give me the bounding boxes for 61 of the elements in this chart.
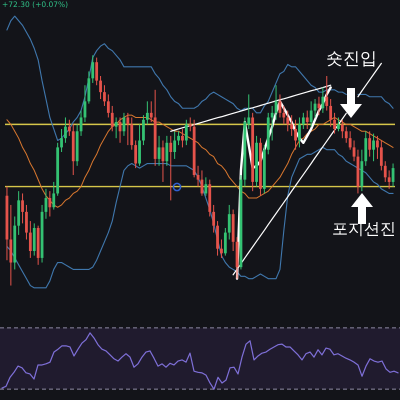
candlestick (9, 204, 12, 286)
candlestick (165, 135, 168, 166)
candlestick (352, 140, 356, 162)
candlestick (204, 176, 208, 196)
candlestick (337, 116, 340, 132)
candlestick (380, 140, 383, 171)
candlestick (64, 116, 67, 144)
candlestick (200, 170, 204, 196)
candlestick (122, 112, 126, 136)
candlestick (224, 227, 227, 256)
candlestick (87, 70, 90, 104)
candlestick (60, 128, 63, 152)
candlestick (321, 87, 324, 114)
candlestick (318, 96, 320, 116)
candlestick (325, 76, 328, 112)
candlestick (286, 110, 290, 132)
candlestick (138, 124, 141, 166)
candlestick (21, 192, 24, 224)
candlestick (372, 133, 375, 162)
candlestick (302, 112, 305, 130)
candlestick (118, 116, 122, 144)
candlestick (294, 119, 297, 150)
candlestick (25, 204, 28, 240)
candlestick (52, 181, 56, 210)
candlestick (162, 140, 164, 182)
candlestick (282, 105, 286, 125)
candlestick (106, 94, 110, 118)
candlestick (298, 116, 301, 148)
candlestick (142, 114, 145, 146)
candlestick (392, 163, 394, 188)
candlestick (181, 128, 184, 148)
candlestick (177, 130, 180, 146)
candlestick (48, 190, 52, 217)
candlestick (146, 100, 149, 125)
candlestick (95, 57, 98, 86)
candlestick (220, 238, 223, 258)
candlestick (184, 119, 188, 146)
candlestick (44, 188, 48, 220)
candlestick (126, 112, 130, 146)
annotation: 포지션진 (332, 219, 396, 238)
candlestick (228, 204, 231, 240)
candlestick (278, 94, 282, 118)
candlestick (158, 135, 160, 166)
candlestick (216, 220, 219, 256)
candlestick (196, 165, 200, 188)
candlestick (103, 84, 106, 106)
candlestick (340, 119, 344, 139)
candlestick (329, 98, 332, 128)
candlestick (376, 135, 379, 160)
candlestick (91, 54, 94, 84)
candlestick (274, 84, 278, 120)
candlestick (134, 140, 138, 169)
candlestick (80, 110, 82, 136)
candlestick (348, 130, 352, 150)
candlestick (314, 98, 316, 118)
candlestick (68, 119, 71, 136)
annotation: 숏진입 (326, 49, 377, 70)
candlestick (84, 84, 86, 123)
candlestick (333, 112, 336, 134)
candlestick (99, 76, 102, 100)
candlestick (28, 220, 32, 258)
